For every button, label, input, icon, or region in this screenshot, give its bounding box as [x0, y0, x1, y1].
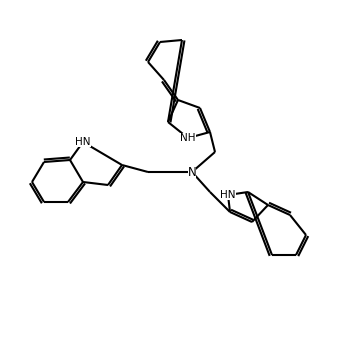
Text: N: N	[188, 166, 196, 179]
Text: HN: HN	[220, 190, 236, 200]
Text: HN: HN	[75, 137, 91, 147]
Text: NH: NH	[180, 133, 196, 143]
